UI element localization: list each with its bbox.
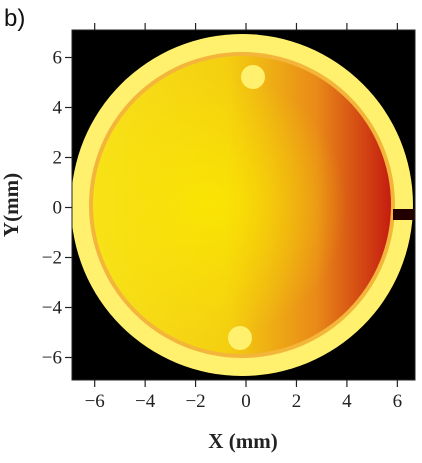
y-tick-label: 6 bbox=[53, 48, 63, 69]
y-tick-label: −2 bbox=[42, 248, 62, 269]
x-tick-label: −2 bbox=[185, 391, 205, 412]
y-tick-label: 0 bbox=[53, 198, 63, 219]
y-axis-label: Y(mm) bbox=[0, 173, 23, 237]
heatmap-image bbox=[71, 30, 418, 380]
x-tick-label: −6 bbox=[85, 391, 105, 412]
x-tick-label: 0 bbox=[241, 391, 251, 412]
x-tick-label: 6 bbox=[393, 391, 403, 412]
x-tick-label: 2 bbox=[292, 391, 302, 412]
x-axis-label: X (mm) bbox=[208, 429, 277, 453]
x-tick-label: −4 bbox=[135, 391, 156, 412]
y-tick-label: 4 bbox=[53, 98, 63, 119]
panel-label: b) bbox=[4, 5, 25, 32]
figure: b) X (mm) Y(mm) −6 −4 −2 0 2 4 6 −6 −4 −2 0 2 4 6 bbox=[0, 0, 422, 463]
y-tick-label: −6 bbox=[42, 348, 62, 369]
x-tick-label: 4 bbox=[342, 391, 352, 412]
y-tick-label: −4 bbox=[42, 298, 63, 319]
y-tick-label: 2 bbox=[53, 148, 63, 169]
